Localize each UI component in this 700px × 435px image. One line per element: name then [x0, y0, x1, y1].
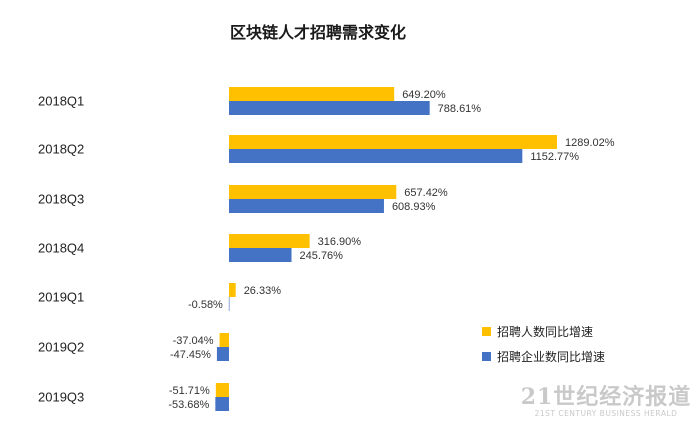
legend-swatch-hire-companies — [482, 352, 491, 361]
legend-label-hire-count: 招聘人数同比增速 — [497, 324, 593, 339]
value-label-hire-companies-2018q3: 608.93% — [392, 201, 436, 213]
value-label-hire-companies-2019q1: -0.58% — [188, 299, 223, 311]
value-label-hire-companies-2018q1: 788.61% — [438, 103, 482, 115]
value-label-hire-count-2019q1: 26.33% — [244, 285, 282, 297]
bar-hire-companies-2019q3 — [215, 397, 229, 411]
bar-hire-companies-2019q1 — [228, 297, 230, 311]
bar-hire-companies-2018q2 — [229, 149, 523, 163]
value-label-hire-count-2018q3: 657.42% — [404, 187, 448, 199]
value-label-hire-count-2019q3: -51.71% — [169, 385, 210, 397]
chart-title: 区块链人才招聘需求变化 — [230, 23, 406, 42]
bar-hire-count-2019q3 — [215, 383, 229, 397]
bar-hire-count-2018q3 — [229, 185, 397, 199]
category-label-2019q1: 2019Q1 — [38, 290, 84, 305]
value-label-hire-companies-2019q3: -53.68% — [168, 399, 209, 411]
bars-layer: 2018Q1 649.20% 788.61% 2018Q2 1289.02% 1152.7… — [38, 87, 615, 411]
value-label-hire-companies-2018q4: 245.76% — [300, 250, 344, 262]
bar-hire-companies-2019q2 — [216, 347, 229, 361]
bar-hire-count-2018q2 — [229, 135, 557, 149]
legend-label-hire-companies: 招聘企业数同比增速 — [497, 349, 605, 364]
bar-hire-count-2019q1 — [229, 283, 236, 297]
legend: 招聘人数同比增速 招聘企业数同比增速 — [482, 324, 605, 364]
category-label-2018q3: 2018Q3 — [38, 192, 84, 207]
watermark-logo: 21世纪经济报道 21ST CENTURY BUSINESS HERALD — [521, 384, 692, 418]
category-label-2018q1: 2018Q1 — [38, 94, 84, 109]
value-label-hire-count-2018q1: 649.20% — [402, 89, 446, 101]
bar-hire-companies-2018q3 — [229, 199, 384, 213]
bar-hire-companies-2018q1 — [229, 101, 430, 115]
category-label-2018q4: 2018Q4 — [38, 241, 84, 256]
value-label-hire-count-2018q4: 316.90% — [318, 236, 362, 248]
category-label-2018q2: 2018Q2 — [38, 142, 84, 157]
watermark-title: 21世纪经济报道 — [521, 384, 692, 410]
value-label-hire-count-2019q2: -37.04% — [173, 335, 214, 347]
category-label-2019q2: 2019Q2 — [38, 340, 84, 355]
category-label-2019q3: 2019Q3 — [38, 390, 84, 405]
bar-hire-count-2019q2 — [219, 333, 229, 347]
bar-hire-count-2018q4 — [229, 234, 310, 248]
value-label-hire-count-2018q2: 1289.02% — [565, 137, 615, 149]
legend-swatch-hire-count — [482, 327, 491, 336]
bar-hire-count-2018q1 — [229, 87, 395, 101]
bar-hire-companies-2018q4 — [229, 248, 292, 262]
value-label-hire-companies-2018q2: 1152.77% — [530, 151, 579, 163]
value-label-hire-companies-2019q2: -47.45% — [170, 349, 211, 361]
watermark-subtitle: 21ST CENTURY BUSINESS HERALD — [535, 409, 678, 418]
